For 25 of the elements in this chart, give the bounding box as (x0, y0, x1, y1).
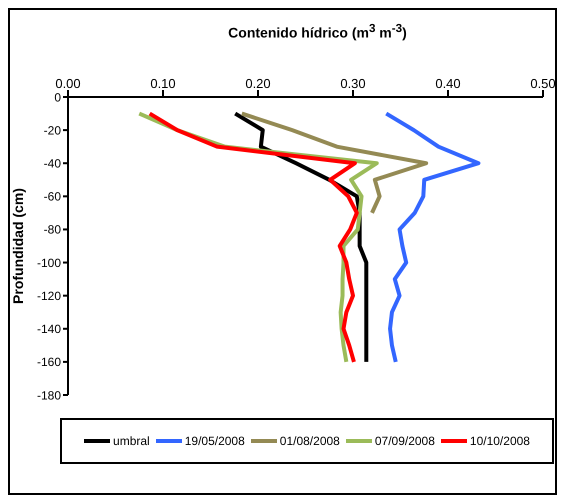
x-tick-label: 0.50 (530, 76, 556, 91)
y-tick-label: -100 (36, 256, 62, 270)
y-tick-label: -160 (36, 355, 62, 370)
x-tick-label: 0.00 (55, 76, 81, 91)
x-axis-title: Contenido hídrico (m$^{3}$ m$^{-3}$) (227, 22, 408, 41)
x-tick-label: 0.10 (150, 76, 176, 91)
y-tick-label: 0 (54, 90, 62, 104)
legend-label: 19/05/2008 (184, 434, 245, 448)
x-tick-label: 0.40 (435, 76, 461, 91)
y-tick-label: -60 (44, 190, 62, 204)
legend-label: umbral (112, 434, 150, 448)
x-tick-label: 0.30 (340, 76, 366, 91)
legend-label: 07/09/2008 (374, 434, 435, 448)
line-series (240, 112, 428, 215)
x-tick-label: 0.20 (245, 76, 271, 91)
y-tick-label: -140 (36, 322, 62, 336)
legend-label: 10/10/2008 (468, 434, 530, 448)
y-tick-label: -180 (36, 388, 62, 402)
y-tick-label: -40 (44, 156, 62, 170)
y-tick-label: -20 (44, 123, 62, 138)
y-tick-label: -120 (36, 288, 62, 303)
line-series (384, 112, 480, 364)
y-axis-title: Profundidad (cm) (10, 188, 26, 304)
legend-label: 01/08/2008 (278, 434, 340, 448)
y-tick-label: -80 (44, 222, 62, 237)
